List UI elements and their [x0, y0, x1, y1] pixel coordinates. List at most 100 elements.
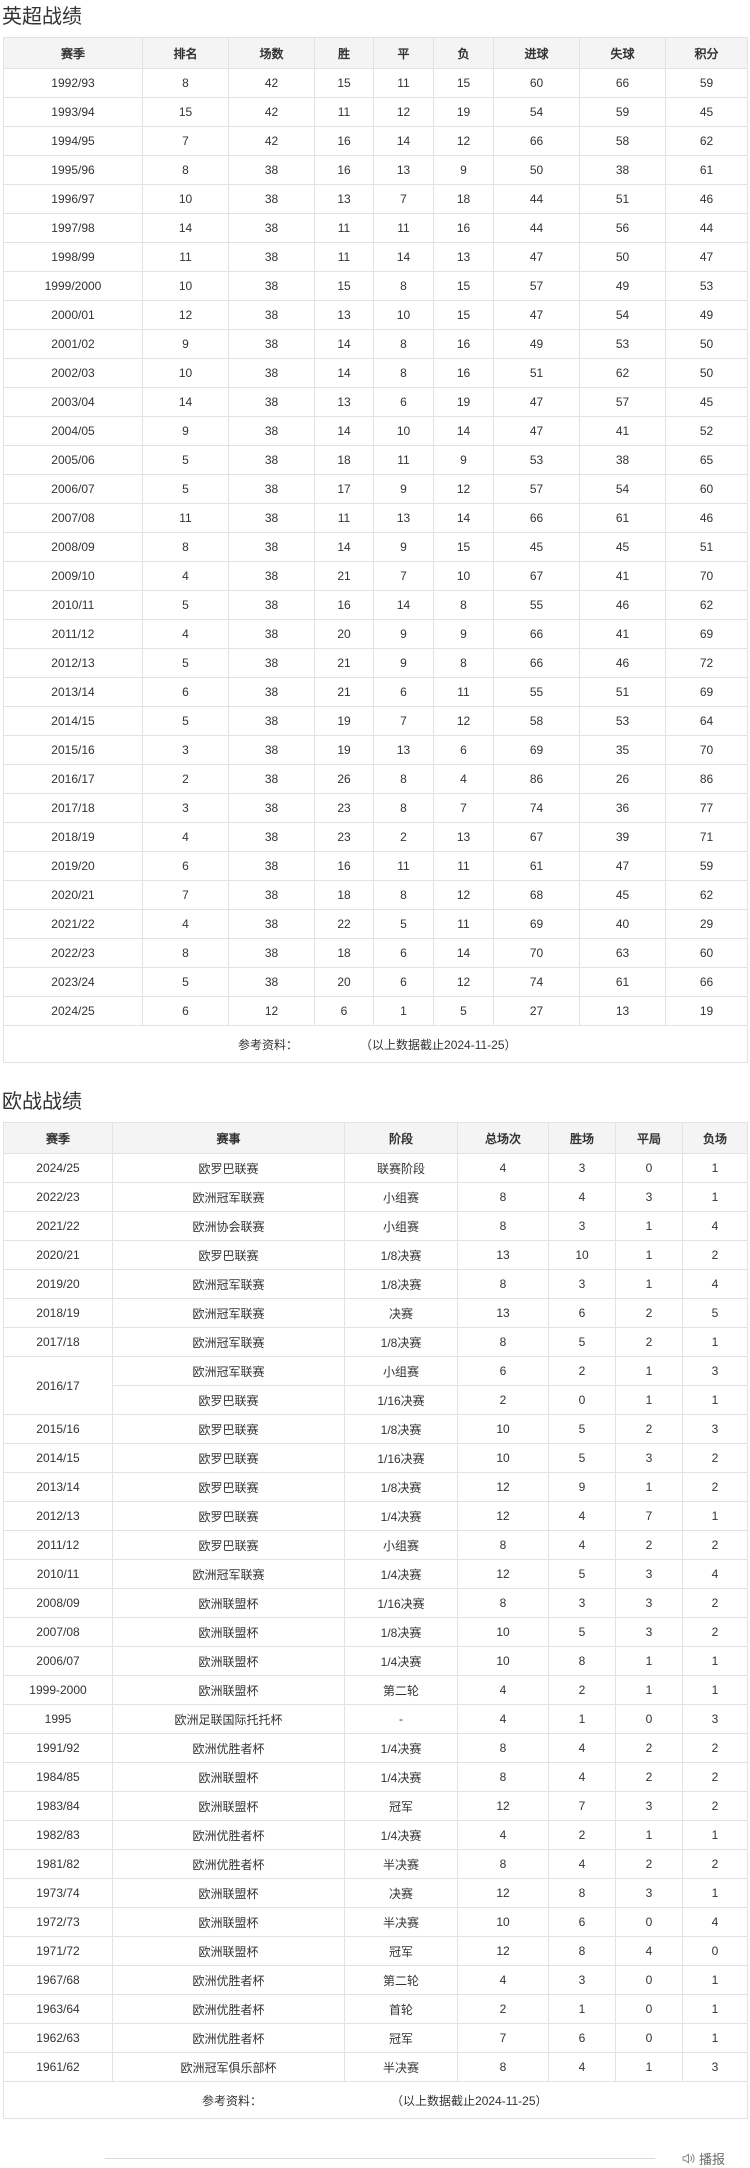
table-cell: 2019/20: [3, 1269, 113, 1299]
tts-play-button[interactable]: 播报: [681, 2149, 725, 2168]
table-row: 2007/08 欧洲联盟杯 1/8决赛 10 5 3 2: [3, 1617, 748, 1647]
table-cell: 4: [142, 909, 229, 939]
table-row: 2021/22 欧洲协会联赛 小组赛 8 3 1 4: [3, 1211, 748, 1241]
table-cell: 1: [615, 1269, 683, 1299]
table-row: 1999-2000 欧洲联盟杯 第二轮 4 2 1 1: [3, 1675, 748, 1705]
table-cell: 44: [493, 213, 580, 243]
reference-label: 参考资料：: [202, 2093, 263, 2108]
table-cell: 20: [314, 967, 374, 997]
table-row: 1973/74 欧洲联盟杯 决赛 12 8 3 1: [3, 1878, 748, 1908]
table-row: 2013/14 6 38 21 6 11 55 51 69: [3, 677, 748, 707]
table-cell: 70: [665, 735, 748, 765]
table-cell: 8: [457, 1762, 549, 1792]
table-row: 1972/73 欧洲联盟杯 半决赛 10 6 0 4: [3, 1907, 748, 1937]
table-cell: 47: [493, 300, 580, 330]
table-cell: 11: [142, 503, 229, 533]
table-cell: 50: [665, 358, 748, 388]
table-cell: 12: [433, 474, 494, 504]
table-cell: 半决赛: [344, 2052, 458, 2082]
table-cell: 12: [457, 1501, 549, 1531]
table-cell: 15: [433, 271, 494, 301]
table-row: 2006/07 欧洲联盟杯 1/4决赛 10 8 1 1: [3, 1646, 748, 1676]
table-cell: 欧洲优胜者杯: [112, 1849, 345, 1879]
table-cell: 49: [579, 271, 666, 301]
table-cell: 半决赛: [344, 1907, 458, 1937]
table-cell: 欧洲联盟杯: [112, 1936, 345, 1966]
table-cell: 12: [228, 996, 315, 1026]
column-header: 阶段: [344, 1122, 458, 1154]
table-cell: 12: [433, 880, 494, 910]
table-cell: 14: [433, 503, 494, 533]
table-cell: 56: [579, 213, 666, 243]
table-cell: 3: [615, 1878, 683, 1908]
table-cell: 1996/97: [3, 184, 143, 214]
table-cell: 57: [579, 387, 666, 417]
table-cell: 1: [548, 1704, 616, 1734]
table-cell: 6: [548, 1907, 616, 1937]
table-cell: 2005/06: [3, 445, 143, 475]
table-cell: 62: [665, 126, 748, 156]
table-cell: 38: [228, 822, 315, 852]
table-row: 2019/20 6 38 16 11 11 61 47 59: [3, 851, 748, 881]
table-cell: 1972/73: [3, 1907, 113, 1937]
table-cell: 61: [493, 851, 580, 881]
table-cell: 11: [314, 213, 374, 243]
table-cell: 2: [682, 1588, 748, 1618]
table-cell: 14: [314, 329, 374, 359]
table-cell: 8: [373, 271, 434, 301]
table-cell: 欧洲联盟杯: [112, 1617, 345, 1647]
table-cell: 1: [615, 2052, 683, 2082]
table-cell: 8: [457, 1327, 549, 1357]
table-cell: 0: [615, 1907, 683, 1937]
table-cell: 1: [615, 1472, 683, 1502]
table-cell: 14: [373, 590, 434, 620]
table-cell: 5: [548, 1327, 616, 1357]
table-cell: 2013/14: [3, 677, 143, 707]
table-cell: 9: [548, 1472, 616, 1502]
table-cell: 23: [314, 822, 374, 852]
table-cell: 3: [615, 1182, 683, 1212]
table-cell: 2015/16: [3, 1414, 113, 1444]
table-cell: 47: [493, 242, 580, 272]
table-cell: 2: [682, 1791, 748, 1821]
table-cell: 4: [682, 1211, 748, 1241]
table-cell: 13: [433, 822, 494, 852]
table-cell: 小组赛: [344, 1182, 458, 1212]
table-cell: 66: [579, 68, 666, 98]
table-row: 2009/10 4 38 21 7 10 67 41 70: [3, 561, 748, 591]
table-cell: 72: [665, 648, 748, 678]
table-cell: 38: [228, 793, 315, 823]
table-cell: 4: [142, 619, 229, 649]
table-cell: 半决赛: [344, 1849, 458, 1879]
table-cell: 欧洲联盟杯: [112, 1762, 345, 1792]
table-cell: 10: [373, 416, 434, 446]
table-cell: 41: [579, 416, 666, 446]
table-cell: 联赛阶段: [344, 1153, 458, 1183]
table-cell: 1997/98: [3, 213, 143, 243]
table-cell: 38: [228, 329, 315, 359]
table-cell: 38: [228, 967, 315, 997]
table-row: 2020/21 欧罗巴联赛 1/8决赛 13 10 1 2: [3, 1240, 748, 1270]
premier-league-table: 赛季 排名 场数胜平负进球 失球 积分 1992/93 8 42 15 11 15 60 66 59 19…: [3, 37, 748, 1063]
table-cell: 14: [314, 532, 374, 562]
table-cell: 21: [314, 677, 374, 707]
table-cell: 1/4决赛: [344, 1762, 458, 1792]
table-cell: 50: [665, 329, 748, 359]
data-cutoff-note: （以上数据截止2024-11-25）: [360, 1037, 517, 1052]
table-cell: 2014/15: [3, 1443, 113, 1473]
table-cell: 0: [615, 2023, 683, 2053]
table-cell: 67: [493, 822, 580, 852]
table-cell: 8: [548, 1878, 616, 1908]
table-row: 2022/23 8 38 18 6 14 70 63 60: [3, 938, 748, 968]
table-cell: 5: [142, 967, 229, 997]
table-cell: 44: [665, 213, 748, 243]
table-cell: 5: [682, 1298, 748, 1328]
table-cell: 15: [314, 68, 374, 98]
table-row: 1993/94 15 42 11 12 19 54 59 45: [3, 97, 748, 127]
table-row: 2001/02 9 38 14 8 16 49 53 50: [3, 329, 748, 359]
table-cell: 2022/23: [3, 938, 143, 968]
table-cell: 10: [142, 184, 229, 214]
table-cell: 1/8决赛: [344, 1327, 458, 1357]
table-cell: 0: [615, 1965, 683, 1995]
table-cell: 2015/16: [3, 735, 143, 765]
